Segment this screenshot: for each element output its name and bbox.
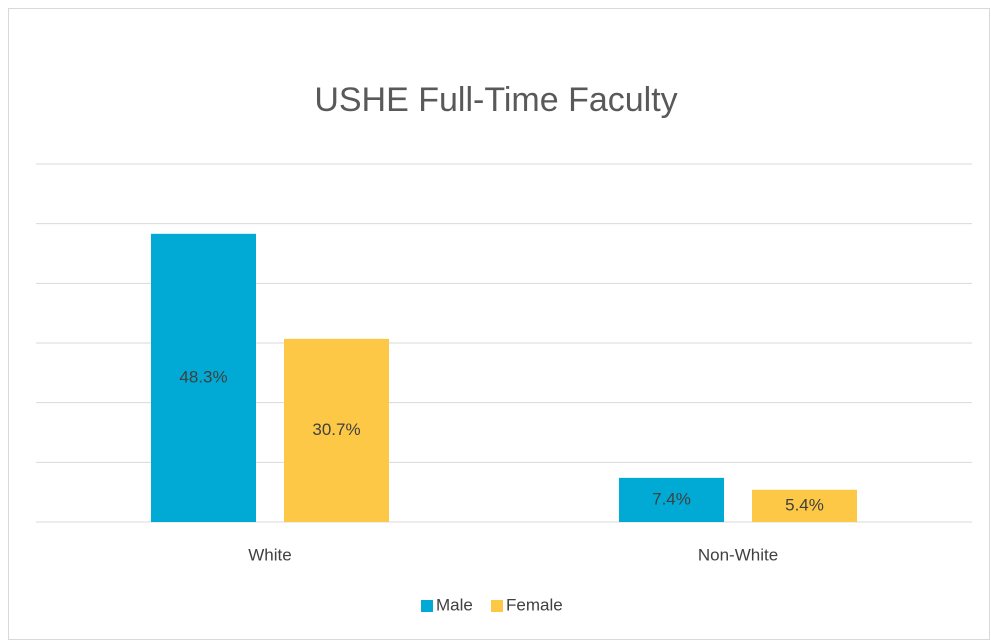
legend-label: Female	[506, 595, 563, 614]
value-label: 48.3%	[179, 367, 227, 386]
legend-label: Male	[436, 595, 473, 614]
bar	[619, 477, 724, 522]
bar	[752, 489, 857, 522]
value-label: 30.7%	[312, 420, 360, 439]
legend-swatch	[421, 600, 433, 612]
value-label: 5.4%	[785, 495, 824, 514]
bar	[284, 338, 389, 522]
x-tick-label: Non-White	[698, 545, 778, 564]
value-label: 7.4%	[652, 489, 691, 508]
x-tick-label: White	[248, 545, 291, 564]
bar	[151, 233, 256, 522]
chart-title: USHE Full-Time Faculty	[314, 81, 677, 119]
legend-swatch	[491, 600, 503, 612]
